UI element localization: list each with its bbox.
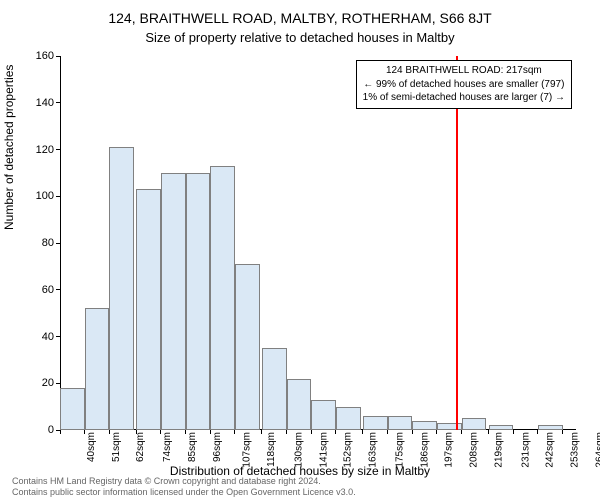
xtick-label: 130sqm — [293, 432, 304, 468]
footer-line1: Contains HM Land Registry data © Crown c… — [12, 476, 356, 487]
xtick-label: 231sqm — [520, 432, 531, 468]
xtick-mark — [261, 430, 262, 434]
histogram-bar — [262, 348, 287, 430]
ytick-label: 0 — [14, 424, 60, 436]
xtick-mark — [562, 430, 563, 434]
xtick-label: 62sqm — [135, 432, 146, 462]
ytick-label: 20 — [14, 377, 60, 389]
xtick-mark — [234, 430, 235, 434]
xtick-label: 219sqm — [493, 432, 504, 468]
xtick-mark — [387, 430, 388, 434]
histogram-bar — [311, 400, 336, 430]
histogram-bar — [210, 166, 235, 430]
xtick-mark — [362, 430, 363, 434]
histogram-bar — [235, 264, 260, 430]
ytick-label: 80 — [14, 237, 60, 249]
histogram-bar — [287, 379, 312, 430]
xtick-mark — [136, 430, 137, 434]
footer-line2: Contains public sector information licen… — [12, 487, 356, 498]
histogram-bar — [538, 425, 563, 430]
info-box-line: ← 99% of detached houses are smaller (79… — [363, 78, 565, 92]
xtick-mark — [513, 430, 514, 434]
histogram-bar — [186, 173, 211, 430]
xtick-mark — [185, 430, 186, 434]
xtick-mark — [60, 430, 61, 434]
xtick-mark — [286, 430, 287, 434]
ytick-label: 60 — [14, 284, 60, 296]
xtick-label: 96sqm — [212, 432, 223, 462]
xtick-label: 74sqm — [162, 432, 173, 462]
xtick-mark — [537, 430, 538, 434]
xtick-mark — [335, 430, 336, 434]
histogram-bar — [336, 407, 361, 430]
histogram-bar — [60, 388, 85, 430]
histogram-bar — [489, 425, 514, 430]
xtick-label: 242sqm — [545, 432, 556, 468]
histogram-bar — [388, 416, 413, 430]
xtick-label: 40sqm — [86, 432, 97, 462]
xtick-label: 175sqm — [394, 432, 405, 468]
xtick-mark — [109, 430, 110, 434]
xtick-mark — [461, 430, 462, 434]
xtick-label: 118sqm — [266, 432, 277, 467]
xtick-label: 186sqm — [419, 432, 430, 468]
histogram-bar — [462, 418, 487, 430]
xtick-label: 208sqm — [468, 432, 479, 468]
xtick-label: 85sqm — [187, 432, 198, 462]
xtick-mark — [84, 430, 85, 434]
title-address: 124, BRAITHWELL ROAD, MALTBY, ROTHERHAM,… — [0, 0, 600, 26]
histogram-bar — [136, 189, 161, 430]
ytick-label: 100 — [14, 190, 60, 202]
info-box: 124 BRAITHWELL ROAD: 217sqm← 99% of deta… — [356, 60, 572, 109]
title-subtitle: Size of property relative to detached ho… — [0, 26, 600, 45]
histogram-bar — [85, 308, 110, 430]
ytick-label: 140 — [14, 97, 60, 109]
xtick-label: 264sqm — [594, 432, 600, 468]
info-box-line: 124 BRAITHWELL ROAD: 217sqm — [363, 64, 565, 78]
xtick-label: 51sqm — [111, 432, 122, 462]
ytick-label: 120 — [14, 144, 60, 156]
xtick-label: 152sqm — [343, 432, 354, 468]
xtick-mark — [311, 430, 312, 434]
xtick-mark — [412, 430, 413, 434]
xtick-mark — [210, 430, 211, 434]
histogram-bar — [363, 416, 388, 430]
xtick-mark — [160, 430, 161, 434]
ytick-label: 160 — [14, 50, 60, 62]
xtick-label: 163sqm — [368, 432, 379, 468]
histogram-bar — [412, 421, 437, 430]
xtick-mark — [436, 430, 437, 434]
xtick-label: 141sqm — [318, 432, 329, 468]
xtick-mark — [488, 430, 489, 434]
histogram-bar — [109, 147, 134, 430]
chart-container: 124, BRAITHWELL ROAD, MALTBY, ROTHERHAM,… — [0, 0, 600, 500]
xtick-label: 197sqm — [444, 432, 455, 468]
plot-area: 02040608010012014016040sqm51sqm62sqm74sq… — [60, 56, 576, 430]
xtick-label: 107sqm — [242, 432, 253, 468]
xtick-label: 253sqm — [569, 432, 580, 468]
histogram-bar — [161, 173, 186, 430]
y-axis-line — [60, 56, 61, 430]
footer-attribution: Contains HM Land Registry data © Crown c… — [12, 476, 356, 498]
marker-line — [456, 56, 458, 430]
info-box-line: 1% of semi-detached houses are larger (7… — [363, 91, 565, 105]
ytick-label: 40 — [14, 331, 60, 343]
